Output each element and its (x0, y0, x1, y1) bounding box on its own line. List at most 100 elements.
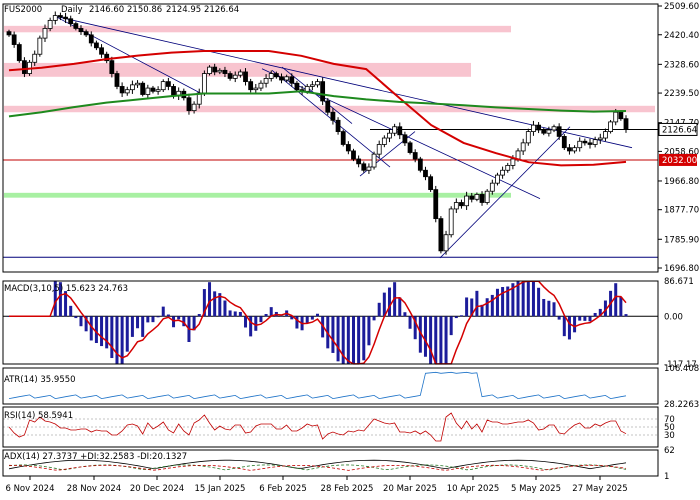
macd-bar (562, 316, 566, 337)
adx-tick-label: 1 (664, 472, 669, 482)
macd-bar (511, 283, 515, 317)
candle (22, 57, 27, 78)
rsi-label: RSI(14) 58.5941 (4, 411, 73, 421)
macd-bar (79, 316, 83, 327)
ma-red-line (8, 50, 627, 167)
macd-bar (130, 316, 134, 337)
candle (531, 120, 536, 136)
macd-bar (372, 316, 376, 321)
macd-tick-label: 0.00 (664, 312, 683, 322)
candle (469, 192, 475, 203)
panel-frame-0 (2, 3, 659, 273)
candle (361, 161, 367, 173)
macd-bar (331, 316, 335, 353)
candle (73, 21, 79, 31)
time-tick-label: 6 Feb 2025 (259, 484, 307, 494)
candle (243, 68, 248, 86)
candle (433, 185, 439, 223)
macd-bar (531, 281, 535, 317)
macd-bar (202, 289, 206, 317)
candle (505, 162, 511, 173)
candle (495, 172, 500, 186)
macd-bar (146, 316, 150, 323)
candle (268, 70, 274, 82)
macd-bar (465, 297, 469, 317)
last-price-badge (658, 122, 698, 136)
candle (587, 138, 593, 149)
macd-bar (105, 316, 109, 349)
candle (520, 138, 526, 155)
time-tick-label: 6 Nov 2024 (5, 484, 54, 494)
candle (597, 133, 603, 144)
time-tick-label: 10 Apr 2025 (447, 484, 500, 494)
macd-bar (547, 300, 551, 317)
macd-bar (264, 314, 268, 317)
macd-bar (408, 316, 412, 329)
candle (165, 77, 171, 91)
macd-bar (521, 281, 525, 317)
candle (11, 31, 17, 48)
macd-bar (567, 316, 571, 340)
macd-bar (136, 316, 140, 329)
candle (279, 73, 284, 84)
time-axis: 6 Nov 2024 28 Nov 2024 20 Dec 2024 15 Jan 2… (5, 476, 628, 494)
minus-di-line (8, 464, 627, 471)
candle (253, 84, 259, 94)
macd-bar (346, 316, 350, 364)
adx-label: ADX(14) 27.3737 +DI:32.2583 -DI:20.1327 (4, 452, 187, 462)
macd-bar (573, 316, 577, 333)
candle (592, 136, 598, 148)
candle (99, 44, 104, 58)
macd-bar (238, 311, 242, 317)
candle (88, 31, 94, 47)
candle (551, 124, 557, 133)
candle (207, 65, 212, 76)
candle (577, 137, 583, 152)
time-tick-label: 5 May 2025 (511, 484, 561, 494)
macd-bar (578, 316, 582, 321)
candle (217, 68, 223, 75)
macd-signal-line (9, 280, 627, 365)
panel-frame-2 (2, 367, 659, 405)
macd-bar (434, 316, 438, 364)
candle (608, 119, 613, 134)
macd-bar (367, 316, 371, 346)
candle (104, 51, 110, 64)
macd-bar (228, 310, 232, 317)
candle (572, 145, 577, 154)
candle (222, 66, 228, 78)
candle (114, 70, 120, 90)
candle (443, 230, 449, 255)
candle (412, 149, 418, 163)
macd-bar (64, 291, 68, 317)
macd-bar (151, 316, 155, 323)
price-tick-label: 2239.50 (664, 89, 699, 99)
macd-bar (459, 315, 463, 317)
time-tick-label: 20 Dec 2024 (130, 484, 184, 494)
candle (397, 122, 403, 140)
macd-bar (598, 308, 602, 317)
candle (119, 82, 125, 97)
candle (500, 166, 506, 179)
macd-tick-label: -117.17 (664, 360, 697, 370)
price-tick-label: 1877.70 (664, 206, 699, 216)
candle (489, 179, 495, 195)
price-tick-label: 1785.90 (664, 235, 699, 245)
candle (135, 80, 140, 88)
macd-bar (100, 316, 104, 347)
candle (16, 42, 22, 63)
candle (484, 189, 490, 205)
macd-bar (269, 307, 273, 317)
candle (603, 128, 608, 142)
macd-bar (382, 292, 386, 317)
macd-bar (166, 314, 170, 317)
candle (428, 174, 434, 192)
macd-label: MACD(3,10,5) 15.623 24.763 (4, 284, 128, 294)
macd-bar (290, 316, 294, 320)
chart-header-low: 2124.95 (166, 5, 201, 15)
candle-series (6, 11, 629, 255)
macd-bar (223, 300, 227, 317)
candle (47, 17, 53, 32)
rsi-line (8, 412, 627, 442)
macd-bar (495, 288, 499, 317)
